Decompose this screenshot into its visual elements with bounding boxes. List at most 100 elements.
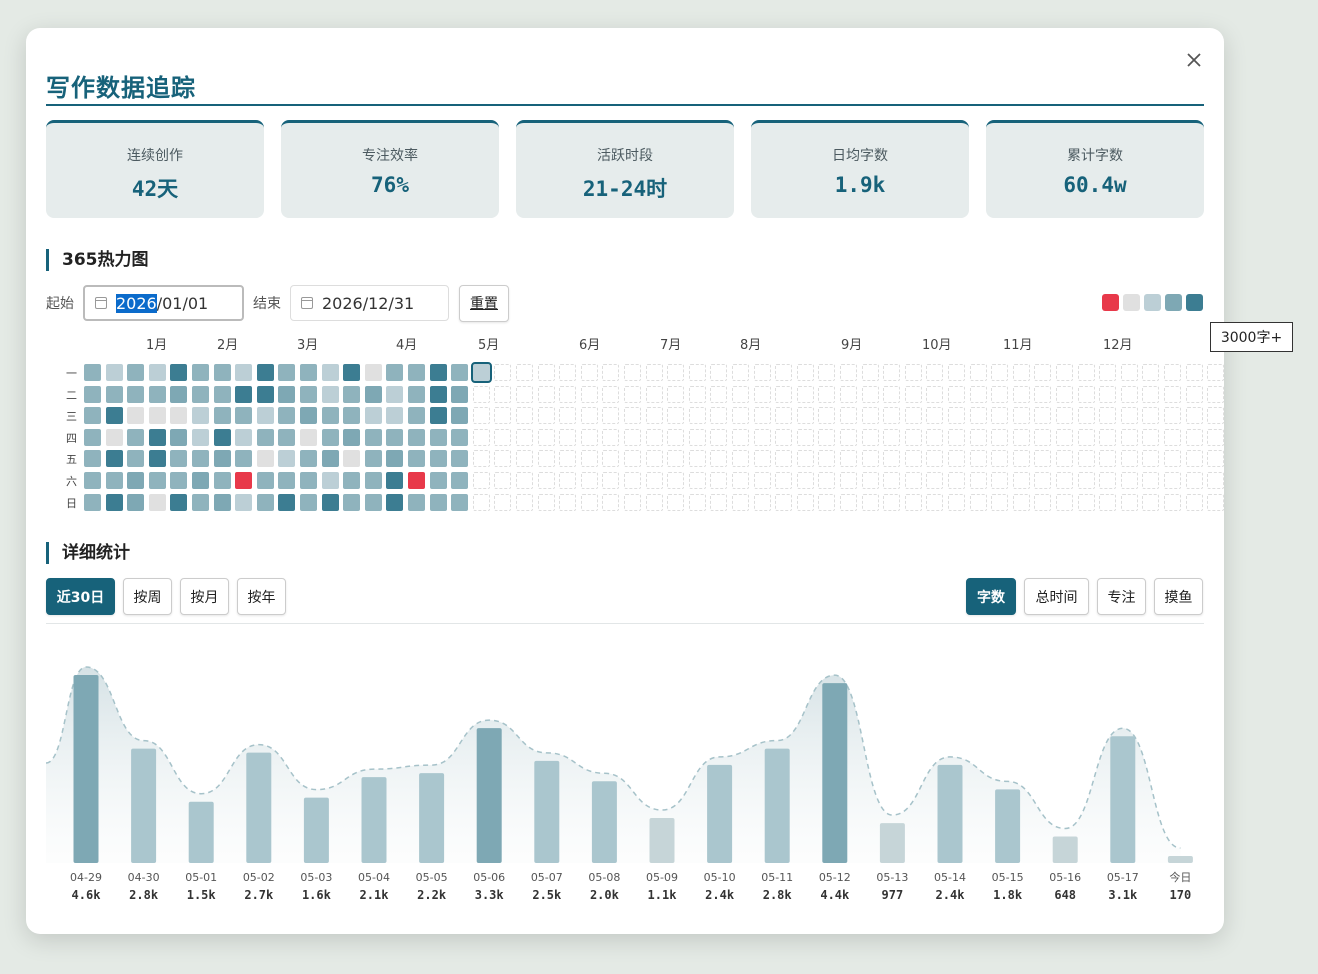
heatmap-cell[interactable] xyxy=(343,407,361,425)
heatmap-cell[interactable] xyxy=(192,493,209,511)
heatmap-cell[interactable] xyxy=(148,493,166,511)
heatmap-cell-empty[interactable] xyxy=(1012,385,1030,403)
heatmap-cell-empty[interactable] xyxy=(969,364,987,381)
heatmap-cell-empty[interactable] xyxy=(775,407,793,425)
heatmap-cell-empty[interactable] xyxy=(948,385,965,403)
heatmap-cell[interactable] xyxy=(408,407,425,425)
heatmap-cell-empty[interactable] xyxy=(1164,428,1181,446)
heatmap-cell[interactable] xyxy=(84,493,101,511)
heatmap-cell-empty[interactable] xyxy=(818,493,836,511)
end-date-input[interactable]: 2026/12/31 xyxy=(290,285,449,321)
heatmap-cell[interactable] xyxy=(213,493,231,511)
heatmap-cell[interactable] xyxy=(321,472,339,489)
heatmap-cell-empty[interactable] xyxy=(991,450,1009,468)
heatmap-cell[interactable] xyxy=(278,428,296,446)
heatmap-cell-empty[interactable] xyxy=(1077,407,1095,425)
heatmap-cell-empty[interactable] xyxy=(1034,472,1052,489)
heatmap-cell-empty[interactable] xyxy=(1056,472,1073,489)
heatmap-cell-empty[interactable] xyxy=(494,428,512,446)
heatmap-cell[interactable] xyxy=(170,407,188,425)
heatmap-cell[interactable] xyxy=(386,493,404,511)
heatmap-cell-empty[interactable] xyxy=(602,428,620,446)
heatmap-cell-empty[interactable] xyxy=(991,407,1009,425)
chart-bar[interactable] xyxy=(361,777,387,863)
heatmap-cell-empty[interactable] xyxy=(688,428,706,446)
heatmap-cell[interactable] xyxy=(256,472,274,489)
heatmap-cell-empty[interactable] xyxy=(904,385,922,403)
heatmap-cell[interactable] xyxy=(127,364,145,381)
heatmap-cell-empty[interactable] xyxy=(688,493,706,511)
heatmap-cell[interactable] xyxy=(321,450,339,468)
heatmap-cell-empty[interactable] xyxy=(1012,407,1030,425)
heatmap-cell-empty[interactable] xyxy=(775,385,793,403)
heatmap-cell-empty[interactable] xyxy=(645,493,663,511)
heatmap-cell[interactable] xyxy=(451,385,469,403)
heatmap-cell[interactable] xyxy=(213,428,231,446)
heatmap-cell-empty[interactable] xyxy=(840,472,857,489)
heatmap-cell-empty[interactable] xyxy=(1056,407,1073,425)
heatmap-cell[interactable] xyxy=(84,450,101,468)
heatmap-cell-empty[interactable] xyxy=(753,385,771,403)
heatmap-cell[interactable] xyxy=(278,385,296,403)
heatmap-cell[interactable] xyxy=(386,364,404,381)
heatmap-cell[interactable] xyxy=(408,472,425,489)
heatmap-cell-empty[interactable] xyxy=(1077,493,1095,511)
heatmap-cell-empty[interactable] xyxy=(753,364,771,381)
chart-bar[interactable] xyxy=(822,683,848,863)
heatmap-cell-empty[interactable] xyxy=(1099,493,1117,511)
heatmap-cell[interactable] xyxy=(148,450,166,468)
heatmap-cell[interactable] xyxy=(105,407,123,425)
heatmap-cell[interactable] xyxy=(105,364,123,381)
chart-bar[interactable] xyxy=(937,764,963,863)
heatmap-cell-empty[interactable] xyxy=(537,493,555,511)
heatmap-cell[interactable] xyxy=(343,364,361,381)
chart-bar[interactable] xyxy=(131,748,157,863)
heatmap-cell[interactable] xyxy=(343,428,361,446)
heatmap-cell-empty[interactable] xyxy=(602,364,620,381)
heatmap-cell-empty[interactable] xyxy=(840,364,857,381)
heatmap-cell-empty[interactable] xyxy=(732,364,749,381)
heatmap-cell-empty[interactable] xyxy=(753,407,771,425)
heatmap-cell[interactable] xyxy=(321,428,339,446)
heatmap-cell[interactable] xyxy=(408,493,425,511)
heatmap-cell-empty[interactable] xyxy=(1120,472,1138,489)
tab-by-week[interactable]: 按周 xyxy=(123,578,172,615)
heatmap-cell-empty[interactable] xyxy=(775,472,793,489)
heatmap-cell[interactable] xyxy=(300,407,317,425)
heatmap-cell-empty[interactable] xyxy=(1207,428,1225,446)
heatmap-cell-empty[interactable] xyxy=(1077,450,1095,468)
heatmap-cell-empty[interactable] xyxy=(818,450,836,468)
heatmap-cell[interactable] xyxy=(429,472,447,489)
heatmap-cell[interactable] xyxy=(235,364,253,381)
heatmap-cell[interactable] xyxy=(429,364,447,381)
heatmap-cell-empty[interactable] xyxy=(732,472,749,489)
heatmap-cell[interactable] xyxy=(105,385,123,403)
heatmap-cell[interactable] xyxy=(84,407,101,425)
heatmap-cell-empty[interactable] xyxy=(537,450,555,468)
heatmap-cell[interactable] xyxy=(429,407,447,425)
heatmap-cell[interactable] xyxy=(213,385,231,403)
heatmap-cell-empty[interactable] xyxy=(753,428,771,446)
heatmap-cell-empty[interactable] xyxy=(904,493,922,511)
heatmap-cell-empty[interactable] xyxy=(1185,364,1203,381)
heatmap-cell[interactable] xyxy=(364,364,382,381)
heatmap-cell-empty[interactable] xyxy=(1034,450,1052,468)
heatmap-cell[interactable] xyxy=(235,428,253,446)
heatmap-cell-empty[interactable] xyxy=(710,428,728,446)
heatmap-cell-empty[interactable] xyxy=(1077,428,1095,446)
heatmap-cell-empty[interactable] xyxy=(1120,428,1138,446)
heatmap-cell-empty[interactable] xyxy=(1164,385,1181,403)
heatmap-cell-empty[interactable] xyxy=(645,450,663,468)
heatmap-cell-empty[interactable] xyxy=(1012,364,1030,381)
heatmap-cell-empty[interactable] xyxy=(1077,472,1095,489)
heatmap-cell-empty[interactable] xyxy=(991,472,1009,489)
heatmap-cell-empty[interactable] xyxy=(494,385,512,403)
heatmap-cell-empty[interactable] xyxy=(559,364,577,381)
heatmap-cell[interactable] xyxy=(343,472,361,489)
heatmap-cell-empty[interactable] xyxy=(1207,472,1225,489)
heatmap-cell-empty[interactable] xyxy=(1142,385,1160,403)
heatmap-cell-empty[interactable] xyxy=(926,428,944,446)
heatmap-cell-empty[interactable] xyxy=(1056,450,1073,468)
start-date-input[interactable]: 2026/01/01 xyxy=(83,285,244,321)
heatmap-cell-empty[interactable] xyxy=(904,364,922,381)
